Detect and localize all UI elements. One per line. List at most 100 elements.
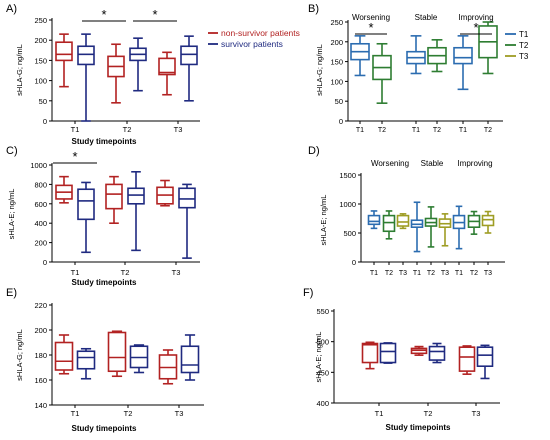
box-iqr <box>77 188 95 221</box>
box-blue-T2 <box>428 342 446 364</box>
y-tick-label: 600 <box>34 200 47 209</box>
box-blue-T1 <box>77 181 95 254</box>
y-tick-label: 150 <box>34 56 47 65</box>
legend-label-survivor: survivor patients <box>221 39 283 49</box>
y-tick-label: 50 <box>39 97 47 106</box>
box-iqr <box>476 346 494 368</box>
x-axis-label: Study timepoints <box>72 137 137 146</box>
y-tick-label: 180 <box>34 351 47 360</box>
x-tick-label: T2 <box>424 409 433 418</box>
box-blue-T1 <box>379 342 397 364</box>
group-label: Worsening <box>352 13 390 22</box>
x-tick-label: T3 <box>441 270 449 277</box>
panel-label: F) <box>303 287 313 299</box>
legend-label-T3: T3 <box>519 52 529 61</box>
box-iqr <box>54 341 74 371</box>
y-tick-label: 500 <box>343 229 356 238</box>
box-blue-T2 <box>129 344 149 374</box>
box-blue-T1 <box>77 33 95 122</box>
box-blue-T3 <box>180 35 198 102</box>
box-red-T2 <box>410 345 428 356</box>
x-tick-label: T2 <box>124 409 133 418</box>
y-tick-label: 220 <box>34 301 47 310</box>
box-iqr <box>458 346 476 372</box>
legend-label-T1: T1 <box>519 30 529 39</box>
box-iqr <box>105 183 123 210</box>
box-red-T2 <box>107 43 125 104</box>
x-tick-label: T3 <box>472 409 481 418</box>
box-iqr <box>481 214 495 227</box>
box-iqr <box>453 46 473 65</box>
panel-label: C) <box>6 145 18 157</box>
significance-marker: * <box>473 20 478 35</box>
y-axis-label: sHLA-G; ng/mL <box>15 44 24 96</box>
x-axis-label: Study timepoints <box>72 424 137 433</box>
y-tick-label: 200 <box>330 38 343 47</box>
y-tick-label: 140 <box>34 401 47 410</box>
group-label: Improving <box>458 13 493 22</box>
y-tick-label: 160 <box>34 376 47 385</box>
box-T1-0 <box>367 210 381 230</box>
x-tick-label: T3 <box>399 270 407 277</box>
box-blue-T2 <box>129 37 147 92</box>
x-tick-label: T1 <box>413 270 421 277</box>
box-iqr <box>127 187 145 205</box>
y-axis-label: sHLA-E; ng/mL <box>314 332 323 383</box>
significance-marker: * <box>101 7 106 22</box>
box-T2-5 <box>478 21 498 75</box>
y-axis-label: sHLA-E; ng/mL <box>319 195 328 246</box>
x-tick-label: T2 <box>385 270 393 277</box>
box-iqr <box>55 41 73 62</box>
box-iqr <box>107 331 127 373</box>
box-T1-3 <box>410 201 424 253</box>
significance-marker: * <box>152 7 157 22</box>
y-tick-label: 50 <box>335 97 343 106</box>
box-T2-3 <box>427 39 447 73</box>
y-axis-label: sHLA-G; ng/mL <box>315 44 324 96</box>
y-tick-label: 1500 <box>339 171 356 180</box>
y-tick-label: 550 <box>316 307 329 316</box>
box-T1-2 <box>406 35 426 75</box>
x-axis-label: Study timepoints <box>72 278 137 287</box>
y-tick-label: 0 <box>352 258 356 267</box>
y-tick-label: 200 <box>34 326 47 335</box>
box-T1-0 <box>350 35 370 77</box>
significance-marker: * <box>72 149 77 164</box>
x-tick-label: T3 <box>174 125 183 134</box>
x-tick-label: T2 <box>433 127 441 134</box>
box-iqr <box>77 45 95 66</box>
x-tick-label: T3 <box>175 409 184 418</box>
x-tick-label: T1 <box>71 409 80 418</box>
group-label: Worsening <box>371 159 409 168</box>
box-red-T2 <box>107 330 127 378</box>
box-iqr <box>180 345 200 374</box>
y-tick-label: 0 <box>43 117 47 126</box>
y-axis-label: sHLA-G; ng/mL <box>15 329 24 381</box>
y-tick-label: 100 <box>34 77 47 86</box>
y-tick-label: 0 <box>339 117 343 126</box>
box-red-T1 <box>55 33 73 88</box>
x-tick-label: T2 <box>123 125 132 134</box>
box-iqr <box>396 214 410 227</box>
y-tick-label: 1000 <box>30 161 47 170</box>
x-tick-label: T1 <box>71 268 80 277</box>
box-blue-T2 <box>127 170 145 252</box>
legend-label-T2: T2 <box>519 41 529 50</box>
box-iqr <box>361 342 379 364</box>
y-tick-label: 0 <box>43 258 47 267</box>
box-red-T3 <box>158 349 178 385</box>
x-tick-label: T1 <box>412 127 420 134</box>
box-red-T1 <box>54 334 74 375</box>
box-iqr <box>379 342 397 364</box>
y-tick-label: 150 <box>330 58 343 67</box>
box-red-T2 <box>105 175 123 224</box>
y-tick-label: 400 <box>34 219 47 228</box>
box-T1-4 <box>453 35 473 91</box>
box-T3-8 <box>481 210 495 234</box>
panel-label: A) <box>6 3 17 15</box>
x-tick-label: T2 <box>121 268 130 277</box>
x-tick-label: T2 <box>427 270 435 277</box>
box-blue-T3 <box>178 183 196 259</box>
x-axis-label: Study timepoints <box>386 423 451 432</box>
box-iqr <box>158 57 176 76</box>
